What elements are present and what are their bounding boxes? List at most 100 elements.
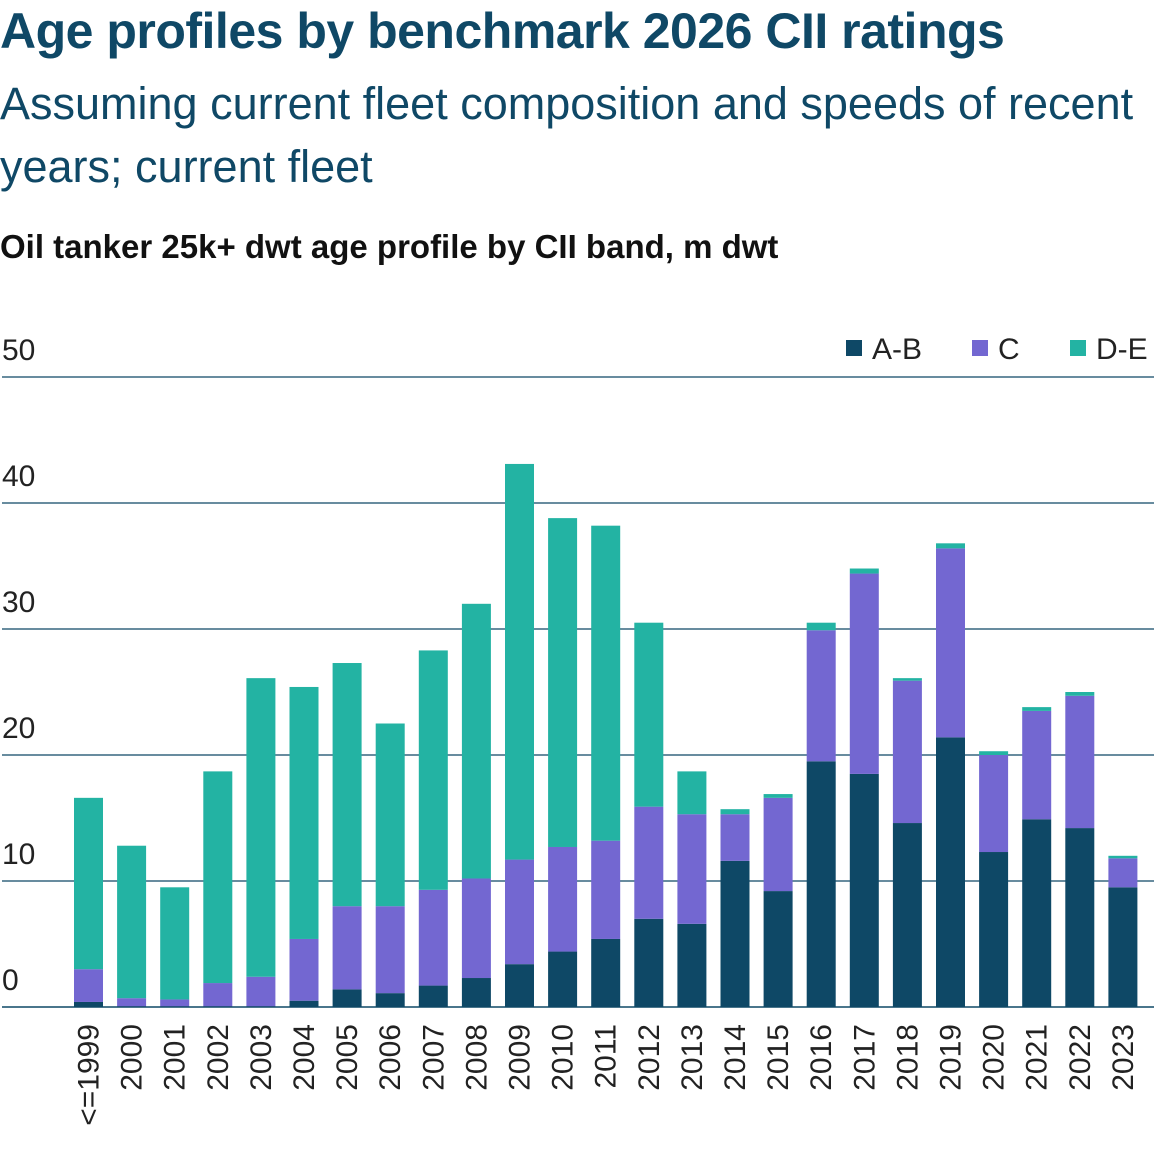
legend-label-A-B: A-B bbox=[872, 333, 922, 366]
bar-segment-C-2013 bbox=[677, 814, 707, 924]
x-tick-label: 2020 bbox=[978, 1024, 1011, 1091]
bar-segment-D-E-2003 bbox=[246, 678, 276, 977]
bar-segment-C-2002 bbox=[203, 983, 233, 1007]
bar-segment-A-B-2017 bbox=[849, 773, 879, 1007]
bar-segment-C-2001 bbox=[160, 999, 190, 1007]
bar-segment-D-E-2023 bbox=[1108, 855, 1138, 859]
bar-segment-C-2018 bbox=[892, 680, 922, 824]
legend-swatch-D-E bbox=[1070, 340, 1086, 356]
x-tick-label: 2003 bbox=[245, 1024, 278, 1091]
bar-segment-C-2021 bbox=[1022, 710, 1052, 820]
bar-segment-A-B-2010 bbox=[548, 951, 578, 1007]
bar-segment-D-E-2002 bbox=[203, 771, 233, 984]
legend-swatch-C bbox=[972, 340, 988, 356]
bar-segment-A-B-2008 bbox=[461, 978, 491, 1007]
bar-segment-D-E-2004 bbox=[289, 686, 319, 939]
bar-segment-C-2008 bbox=[461, 878, 491, 979]
bar-segment-A-B-2021 bbox=[1022, 819, 1052, 1007]
bar-segment-A-B-2007 bbox=[418, 985, 448, 1007]
y-tick-label: 30 bbox=[2, 586, 35, 619]
bar-segment-C-2007 bbox=[418, 889, 448, 986]
bar-segment-D-E-2007 bbox=[418, 650, 448, 890]
x-tick-label: 2011 bbox=[590, 1024, 623, 1089]
y-tick-label: 10 bbox=[2, 838, 35, 871]
page-subtitle: Assuming current fleet composition and s… bbox=[0, 78, 1134, 192]
bar-segment-A-B-2012 bbox=[634, 918, 664, 1007]
chart-title: Oil tanker 25k+ dwt age profile by CII b… bbox=[0, 228, 779, 265]
bar-segment-D-E-2009 bbox=[505, 463, 534, 860]
bar-segment-D-E-2020 bbox=[979, 751, 1009, 755]
x-tick-label: 2007 bbox=[417, 1024, 450, 1091]
bar-segment-A-B-2014 bbox=[720, 860, 750, 1007]
x-tick-label: 2021 bbox=[1021, 1024, 1054, 1091]
x-tick-label: 2014 bbox=[719, 1024, 752, 1091]
bar-segment-C-2009 bbox=[505, 859, 534, 965]
x-tick-label: 2001 bbox=[159, 1024, 192, 1091]
x-tick-label: 2009 bbox=[504, 1024, 537, 1091]
bar-segment-C-2019 bbox=[936, 548, 965, 738]
bars bbox=[74, 463, 1138, 1007]
legend-swatch-A-B bbox=[846, 340, 862, 356]
x-tick-label: 2023 bbox=[1107, 1024, 1140, 1091]
bar-segment-C-2017 bbox=[849, 573, 879, 774]
bar-segment-A-B-2009 bbox=[505, 964, 534, 1007]
page-title: Age profiles by benchmark 2026 CII ratin… bbox=[0, 3, 1005, 59]
bar-segment-A-B-2004 bbox=[289, 1000, 319, 1007]
bar-segment-C-2000 bbox=[117, 998, 147, 1007]
bar-segment-D-E-2000 bbox=[117, 845, 147, 999]
bar-segment-D-E-2008 bbox=[461, 603, 491, 879]
x-tick-label: 2006 bbox=[374, 1024, 407, 1091]
y-tick-label: 20 bbox=[2, 712, 35, 745]
bar-segment-A-B-2020 bbox=[979, 852, 1009, 1007]
bar-segment-D-E-2011 bbox=[591, 525, 621, 841]
x-tick-label: 2000 bbox=[116, 1024, 149, 1091]
bar-segment-D-E-2018 bbox=[892, 678, 922, 681]
legend-label-C: C bbox=[998, 333, 1020, 366]
legend-label-D-E: D-E bbox=[1096, 333, 1148, 366]
bar-segment-C-2012 bbox=[634, 806, 664, 919]
x-tick-label: 2004 bbox=[288, 1024, 321, 1091]
x-tick-label: 2017 bbox=[848, 1024, 881, 1091]
y-tick-label: 0 bbox=[2, 964, 19, 997]
bar-segment-A-B-2013 bbox=[677, 923, 707, 1007]
bar-segment-C-2010 bbox=[548, 846, 578, 952]
bar-segment-A-B-2015 bbox=[763, 891, 793, 1007]
bar-segment-D-E-2010 bbox=[548, 518, 578, 847]
bar-segment-A-B-2023 bbox=[1108, 887, 1138, 1007]
bar-segment-D-E-2022 bbox=[1065, 692, 1095, 696]
bar-segment-A-B-2022 bbox=[1065, 828, 1095, 1007]
bar-segment-A-B-2011 bbox=[591, 938, 621, 1007]
bar-segment-A-B-<=1999 bbox=[74, 1001, 103, 1007]
x-tick-label: 2010 bbox=[547, 1024, 580, 1091]
x-tick-label: 2022 bbox=[1064, 1024, 1097, 1091]
x-tick-label: 2008 bbox=[460, 1024, 493, 1091]
bar-segment-A-B-2019 bbox=[936, 737, 965, 1007]
bar-segment-D-E-2014 bbox=[720, 809, 750, 815]
bar-segment-C-2005 bbox=[332, 906, 362, 990]
bar-segment-A-B-2016 bbox=[806, 761, 836, 1007]
bar-segment-D-E-2017 bbox=[849, 568, 879, 574]
bar-segment-C-2016 bbox=[806, 630, 836, 762]
x-tick-label: 2016 bbox=[805, 1024, 838, 1091]
bar-segment-C-2011 bbox=[591, 840, 621, 939]
bar-segment-D-E-2013 bbox=[677, 771, 707, 815]
x-tick-label: 2018 bbox=[891, 1024, 924, 1091]
x-tick-label: 2012 bbox=[633, 1024, 666, 1091]
bar-segment-D-E-2012 bbox=[634, 622, 664, 807]
bar-segment-C-<=1999 bbox=[74, 969, 103, 1002]
x-tick-label: 2005 bbox=[331, 1024, 364, 1091]
bar-segment-C-2015 bbox=[763, 797, 793, 892]
bar-segment-C-2023 bbox=[1108, 858, 1138, 888]
bar-segment-D-E-2006 bbox=[375, 723, 405, 907]
y-tick-label: 50 bbox=[2, 334, 35, 367]
bar-segment-C-2004 bbox=[289, 938, 319, 1001]
bar-segment-A-B-2018 bbox=[892, 823, 922, 1007]
x-tick-label: 2015 bbox=[762, 1024, 795, 1091]
bar-segment-D-E-2015 bbox=[763, 794, 793, 798]
bar-segment-C-2022 bbox=[1065, 695, 1095, 829]
bar-segment-D-E-2019 bbox=[936, 543, 965, 549]
axes: 0 10 20 30 40 50 <=1999 2000 2001 2002 2003 2004 200… bbox=[2, 334, 1154, 1126]
bar-segment-D-E-2016 bbox=[806, 622, 836, 631]
bar-segment-C-2014 bbox=[720, 814, 750, 861]
